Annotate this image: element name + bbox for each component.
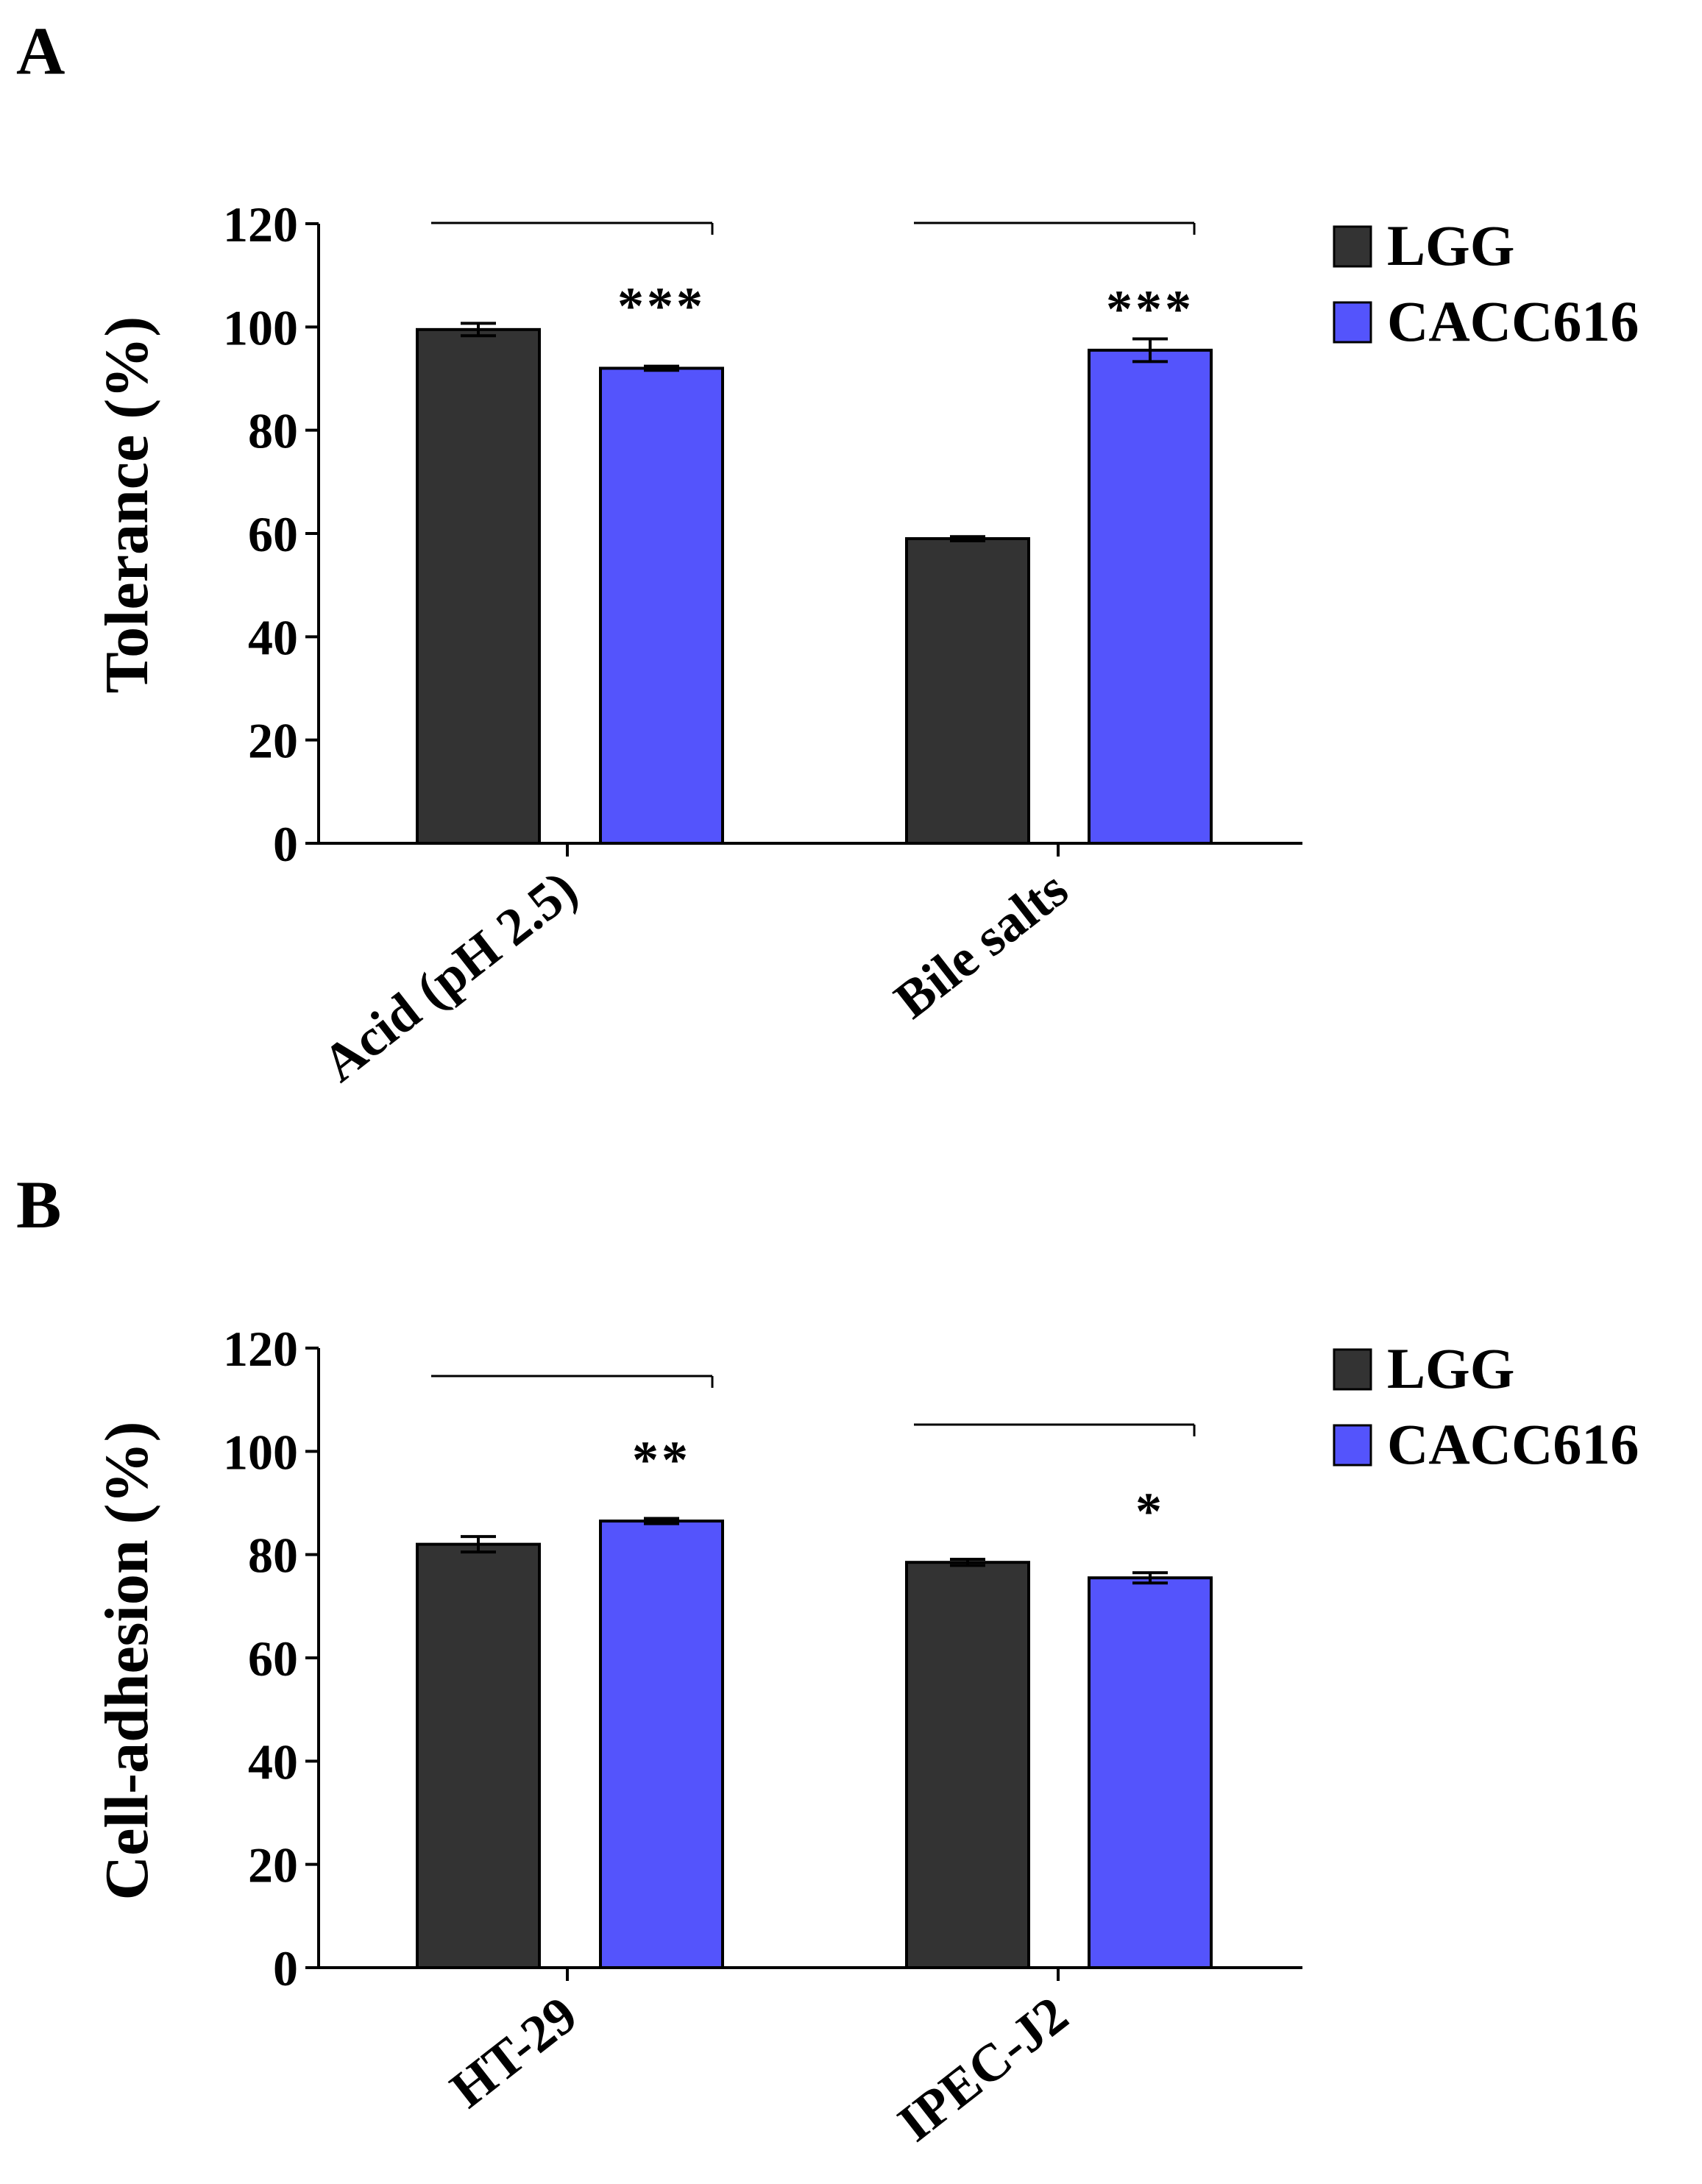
legend-label: CACC616 [1387,289,1639,353]
panel-letter: B [16,1167,61,1242]
legend-swatch [1333,1424,1372,1467]
y-tick-label: 0 [273,816,298,872]
bar [905,1561,1030,1969]
panel-letter: A [16,13,65,88]
y-tick-label: 20 [248,1837,298,1893]
legend-label: CACC616 [1387,1412,1639,1476]
y-tick-label: 80 [248,403,298,459]
category-label: Bile salts [884,859,1079,1030]
significance-stars: * [1135,1482,1165,1541]
panel-b: B 0 20 40 60 80 100 120 Cell-adhesion (%) HT-29 I… [16,1167,1639,2153]
category-label: HT-29 [439,1985,588,2119]
legend-swatch [1333,1348,1372,1391]
category-label: IPEC-J2 [887,1985,1078,2153]
bar [599,1520,724,1969]
y-tick-label: 20 [248,713,298,769]
bar [416,327,541,845]
bar [905,537,1030,845]
y-tick-label: 80 [248,1528,298,1584]
y-tick-label: 40 [248,609,298,665]
category-label: Acid (pH 2.5) [311,859,587,1093]
legend-swatch [1333,225,1372,268]
y-axis-title: Cell-adhesion (%) [93,1422,161,1901]
bar [1088,1576,1213,1970]
legend-label: LGG [1387,1336,1514,1400]
y-tick-label: 0 [273,1940,298,1996]
significance-stars: *** [1106,280,1194,338]
y-tick-label: 120 [223,196,298,252]
significance-stars: ** [632,1430,691,1489]
y-tick-label: 100 [223,1424,298,1480]
bar [416,1542,541,1969]
y-tick-label: 100 [223,299,298,355]
legend-swatch [1333,301,1372,344]
y-tick-label: 40 [248,1734,298,1790]
y-tick-label: 60 [248,506,298,562]
y-axis-title: Tolerance (%) [93,316,161,693]
panel-a: A 0 20 40 60 80 100 120 Tolerance (%) Acid (pH 2… [16,13,1639,1093]
y-tick-label: 120 [223,1321,298,1377]
bar [1088,348,1213,845]
legend-label: LGG [1387,213,1514,277]
significance-stars: *** [617,277,706,336]
bar [599,366,724,845]
y-tick-label: 60 [248,1631,298,1687]
